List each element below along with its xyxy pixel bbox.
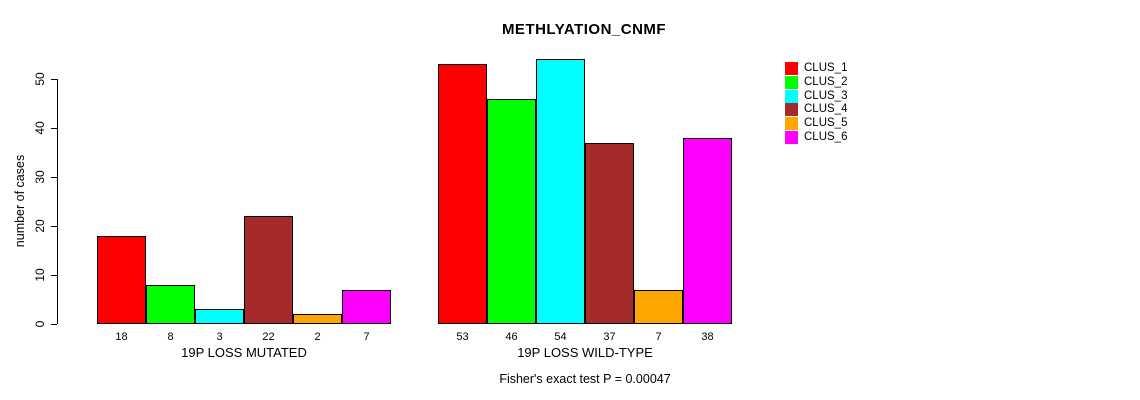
bar-value-label: 46 <box>505 331 518 343</box>
legend-label: CLUS_4 <box>804 103 848 116</box>
legend-swatch <box>785 131 798 144</box>
y-axis-tick <box>51 274 57 276</box>
bar <box>97 235 146 324</box>
bar-value-label: 7 <box>363 331 370 343</box>
bar <box>146 284 195 324</box>
group-label: 19P LOSS WILD-TYPE <box>517 345 653 360</box>
bar <box>683 137 732 324</box>
bar <box>634 289 683 324</box>
bar-value-label: 38 <box>701 331 714 343</box>
bar-value-label: 18 <box>115 331 128 343</box>
bar-value-label: 54 <box>554 331 567 343</box>
bar <box>438 64 487 324</box>
legend-swatch <box>785 62 798 75</box>
bar-value-label: 53 <box>456 331 469 343</box>
legend-swatch <box>785 103 798 117</box>
legend-swatch <box>785 75 798 89</box>
bar-value-label: 3 <box>216 331 223 343</box>
y-axis-tick <box>51 176 57 178</box>
bar-value-label: 2 <box>314 331 321 343</box>
chart-title: METHLYATION_CNMF <box>501 21 667 38</box>
legend-label: CLUS_6 <box>804 131 848 143</box>
legend-label: CLUS_1 <box>804 62 848 74</box>
bar <box>195 309 244 324</box>
bar <box>244 216 293 324</box>
bar <box>585 142 634 324</box>
legend-label: CLUS_2 <box>804 75 848 88</box>
bar <box>536 59 585 324</box>
bar-value-label: 37 <box>603 331 616 343</box>
bar-value-label: 22 <box>262 331 275 343</box>
y-axis-line <box>57 79 58 324</box>
y-axis-tick <box>51 127 57 129</box>
y-axis-tick <box>51 225 57 227</box>
footer-annotation: Fisher's exact test P = 0.00047 <box>499 372 671 386</box>
y-axis-tick <box>51 78 57 80</box>
y-axis-tick <box>51 323 57 325</box>
group-label: 19P LOSS MUTATED <box>181 345 307 360</box>
legend-label: CLUS_5 <box>804 117 848 130</box>
bar-value-label: 7 <box>655 331 662 343</box>
legend-swatch <box>785 89 798 103</box>
bar <box>293 314 342 324</box>
bar <box>487 98 536 324</box>
legend-swatch <box>785 117 798 131</box>
legend-label: CLUS_3 <box>804 89 848 102</box>
bar <box>342 289 391 324</box>
bar-value-label: 8 <box>167 331 174 343</box>
